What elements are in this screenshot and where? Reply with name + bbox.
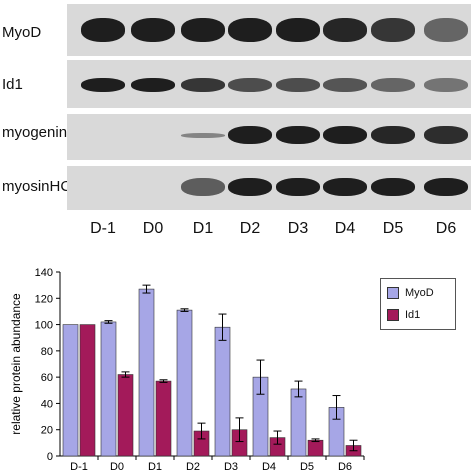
- blot-row-label-myosinhc: myosinHC: [2, 178, 72, 195]
- blot-band: [371, 178, 415, 196]
- x-tick-label: D2: [186, 461, 200, 473]
- chart-legend: MyoD Id1: [380, 278, 456, 330]
- y-tick-label: 80: [41, 346, 53, 358]
- blot-band: [81, 18, 125, 42]
- legend-label-myod: MyoD: [405, 287, 434, 299]
- legend-item-myod: MyoD: [387, 287, 434, 299]
- bar-myod: [62, 324, 79, 457]
- blot-band: [424, 78, 468, 92]
- western-blot-panel: MyoD Id1 myogenin myosinHC D-1 D0 D1 D2 …: [2, 4, 471, 237]
- x-tick-label: D1: [148, 461, 162, 473]
- lane-label-d0: D0: [142, 220, 164, 237]
- y-tick-label: 60: [41, 372, 53, 384]
- y-tick-label: 40: [41, 398, 53, 410]
- blot-band: [81, 78, 125, 92]
- y-tick-label: 120: [35, 293, 53, 305]
- x-tick-label: D6: [338, 461, 352, 473]
- lane-label-d2: D2: [239, 220, 261, 237]
- y-tick-label: 140: [35, 267, 53, 279]
- legend-item-id1: Id1: [387, 309, 420, 321]
- blot-band: [228, 178, 272, 196]
- bar-myod: [100, 321, 117, 457]
- x-tick-label: D4: [262, 461, 276, 473]
- blot-row-label-myogenin: myogenin: [2, 124, 68, 141]
- blot-strip-myosinhc: [67, 166, 471, 210]
- y-tick-label: 0: [47, 451, 53, 463]
- bar-myod: [176, 309, 193, 457]
- bar-chart: 0 20 40 60 80 100 120 140 relative protein abund…: [9, 267, 365, 473]
- y-axis-title: relative protein abundance: [9, 293, 23, 435]
- blot-band: [276, 178, 320, 196]
- blot-band: [276, 78, 320, 92]
- blot-strip-id1: [67, 60, 471, 108]
- lane-label-d5: D5: [382, 220, 404, 237]
- blot-band: [228, 78, 272, 92]
- x-tick-label: D3: [224, 461, 238, 473]
- legend-swatch-myod: [387, 287, 399, 299]
- blot-band: [276, 126, 320, 144]
- blot-band: [131, 18, 175, 42]
- bar-id1: [79, 324, 96, 457]
- lane-label-d1: D1: [192, 220, 214, 237]
- bar-myod: [138, 288, 155, 457]
- bar-id1: [307, 439, 324, 457]
- lane-label-d6: D6: [435, 220, 457, 237]
- bar-chart-panel: 0 20 40 60 80 100 120 140 relative protein abund…: [0, 250, 474, 474]
- x-tick-label: D0: [110, 461, 124, 473]
- blot-band: [181, 133, 225, 138]
- blot-band: [131, 78, 175, 92]
- blot-band: [181, 18, 225, 42]
- bar-myod: [214, 326, 231, 457]
- lane-label-d3: D3: [287, 220, 309, 237]
- y-tick-label: 100: [35, 320, 53, 332]
- blot-band: [424, 18, 468, 42]
- blot-strip-myogenin: [67, 114, 471, 160]
- bar-id1: [155, 380, 172, 457]
- blot-band: [371, 78, 415, 92]
- blot-band: [276, 18, 320, 42]
- x-tick-label: D-1: [70, 461, 88, 473]
- blot-strip-myod: [67, 4, 471, 56]
- blot-band: [323, 78, 367, 92]
- blot-band: [371, 18, 415, 42]
- blot-band: [228, 18, 272, 42]
- bar-myod: [290, 388, 307, 457]
- blot-band: [323, 18, 367, 42]
- bar-id1: [117, 374, 134, 457]
- legend-swatch-id1: [387, 309, 399, 321]
- blot-band: [424, 178, 468, 196]
- blot-band: [323, 178, 367, 196]
- blot-row-label-myod: MyoD: [2, 24, 42, 41]
- lane-label-d-1: D-1: [90, 220, 116, 237]
- blot-band: [181, 78, 225, 92]
- legend-label-id1: Id1: [405, 309, 421, 321]
- blot-band: [371, 126, 415, 144]
- y-tick-label: 20: [41, 425, 53, 437]
- blot-row-label-id1: Id1: [2, 76, 23, 93]
- blot-band: [181, 178, 225, 196]
- blot-band: [228, 126, 272, 144]
- x-tick-label: D5: [300, 461, 314, 473]
- blot-band: [424, 126, 468, 144]
- blot-band: [323, 126, 367, 144]
- lane-label-d4: D4: [334, 220, 356, 237]
